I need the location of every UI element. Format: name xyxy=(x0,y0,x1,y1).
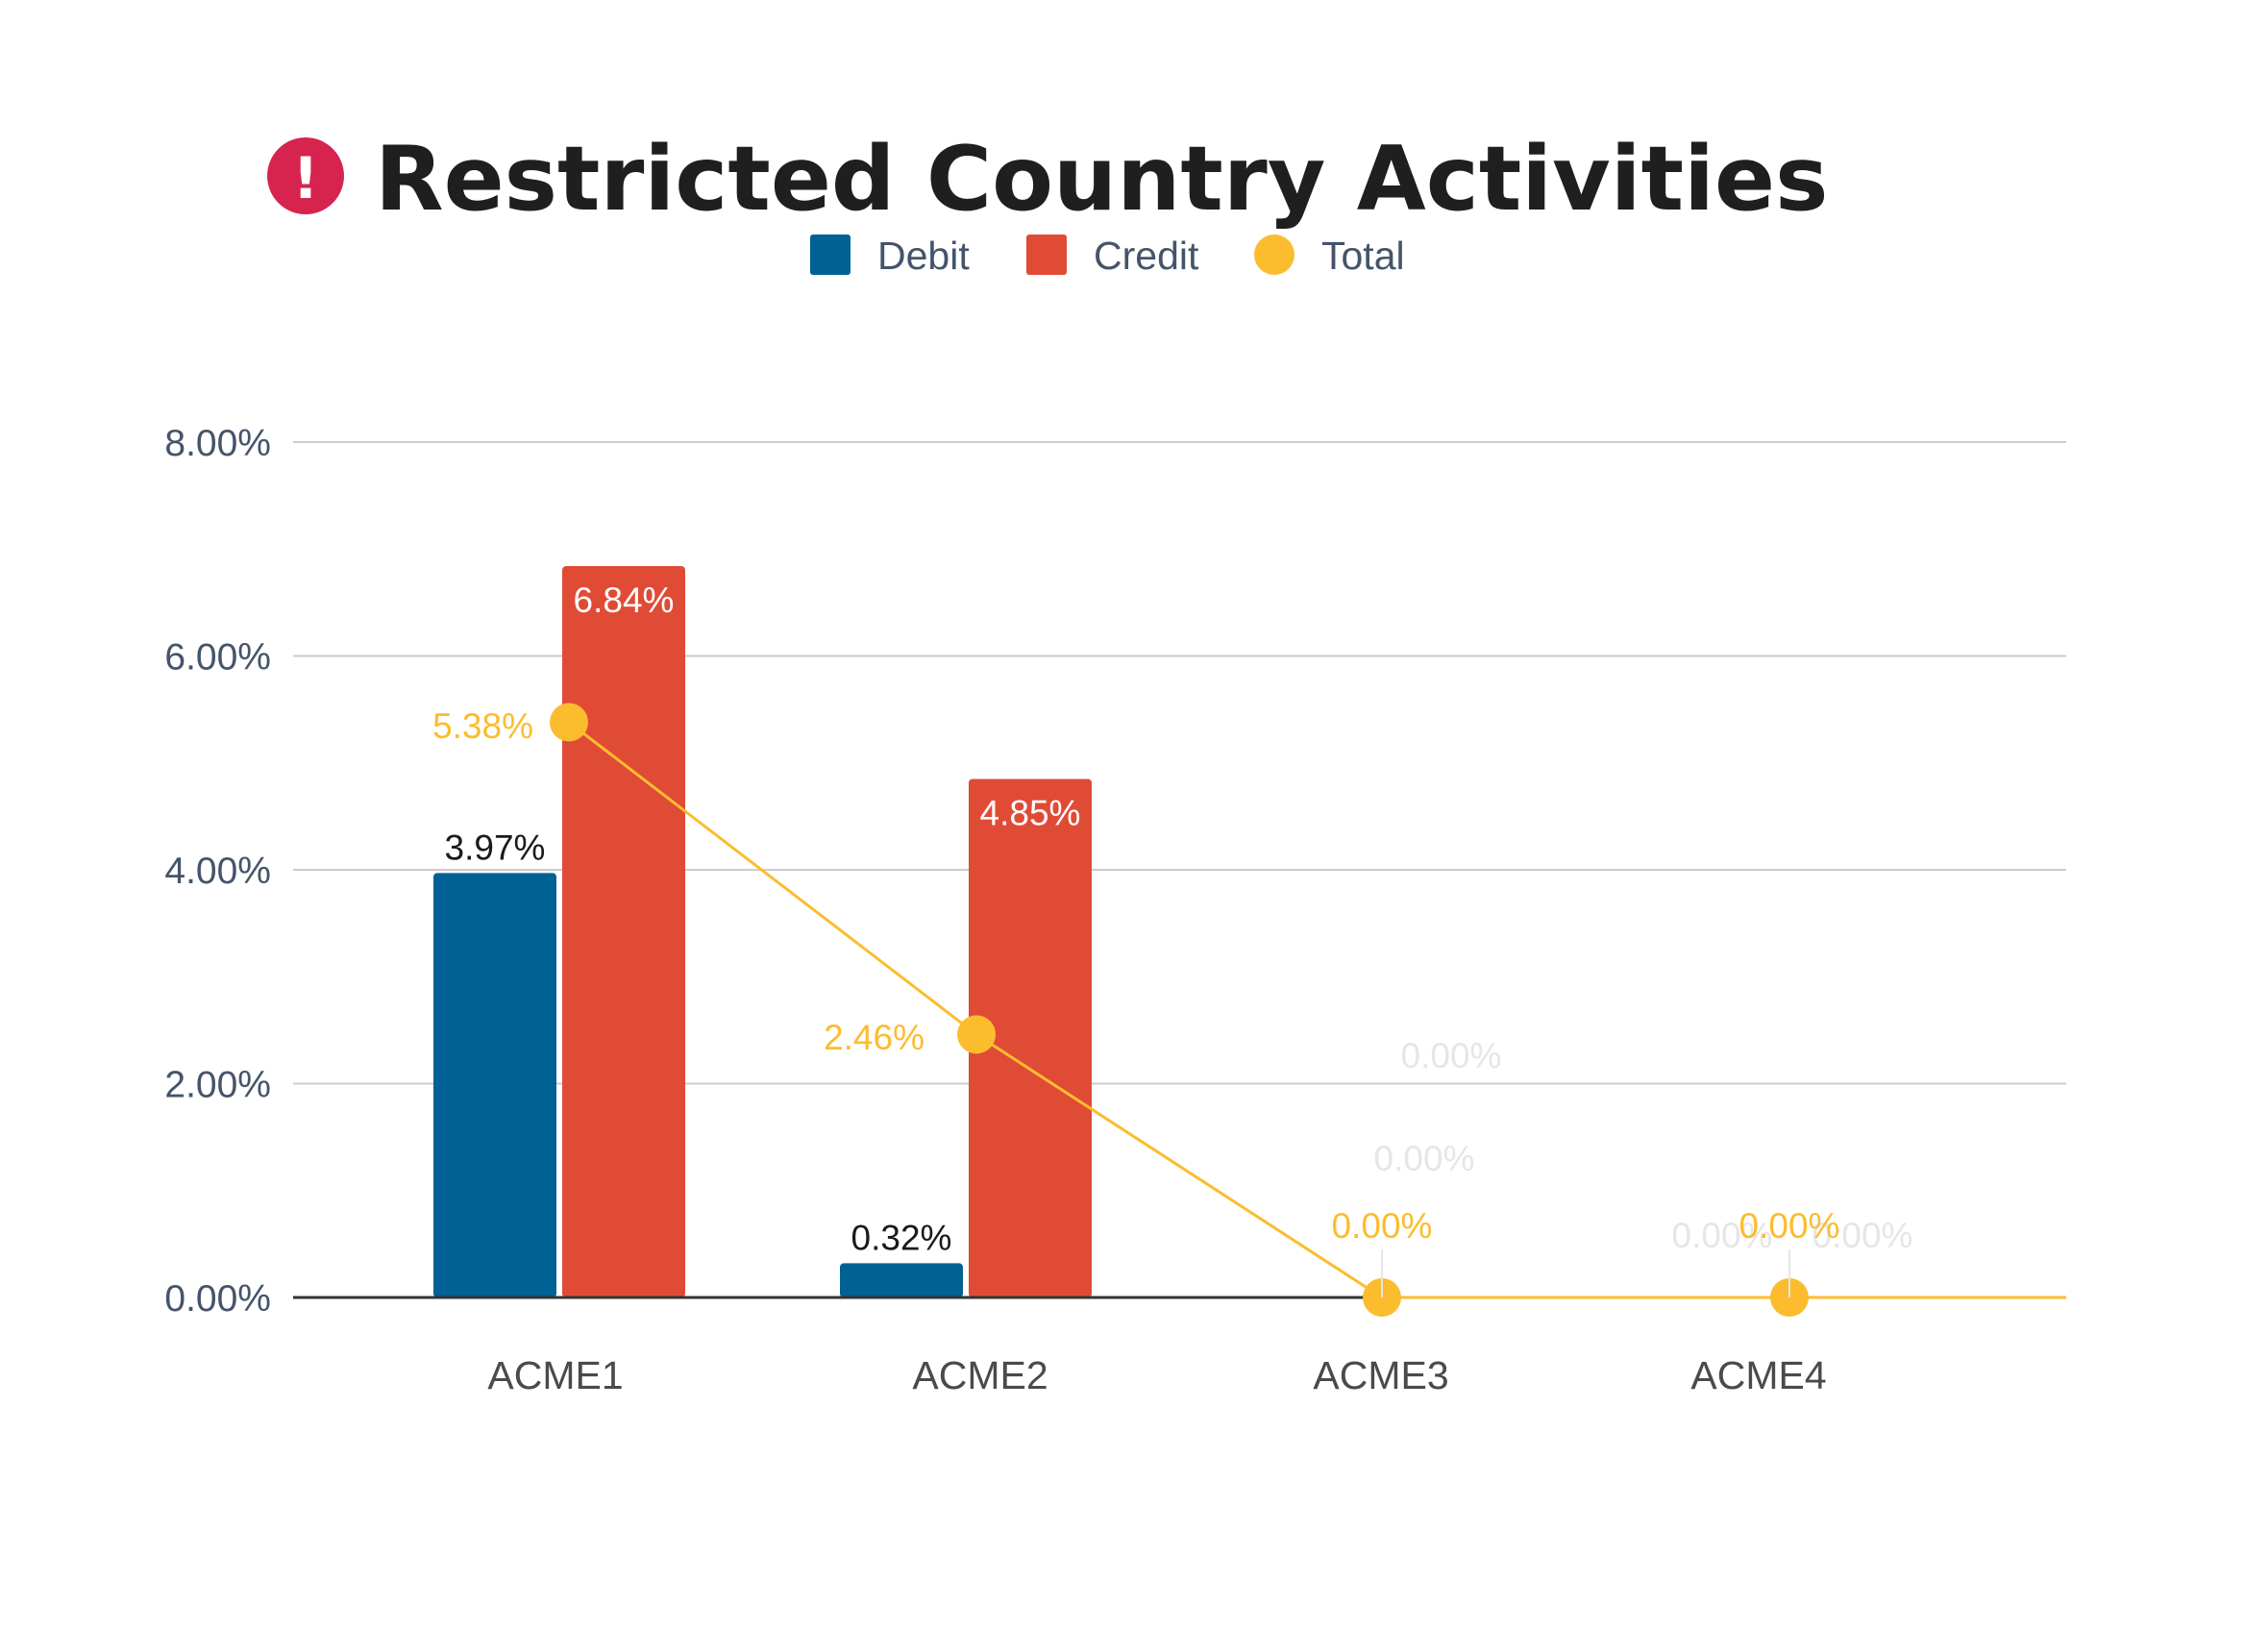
y-tick-label: 0.00% xyxy=(164,1278,271,1320)
legend: Debit Credit Total xyxy=(810,234,1405,278)
bar-debit xyxy=(840,1263,963,1297)
exclamation-glyph: ! xyxy=(292,145,318,212)
legend-credit: Credit xyxy=(1026,234,1199,278)
bar-credit xyxy=(562,566,685,1297)
x-tick-label: ACME2 xyxy=(912,1353,1048,1397)
data-label-credit: 4.85% xyxy=(980,793,1081,832)
chart-title: Restricted Country Activities xyxy=(375,127,1828,231)
x-tick-label: ACME4 xyxy=(1690,1353,1826,1397)
data-label-credit: 6.84% xyxy=(574,580,675,620)
data-label-total: 2.46% xyxy=(824,1018,924,1057)
x-tick-label: ACME3 xyxy=(1313,1353,1448,1397)
y-axis: 0.00% 2.00% 4.00% 6.00% 8.00% xyxy=(164,423,271,1320)
x-tick-label: ACME1 xyxy=(487,1353,623,1397)
bars xyxy=(433,566,1092,1297)
exclamation-icon xyxy=(267,137,344,214)
data-label-credit: 0.00% xyxy=(1401,1036,1502,1075)
point-total xyxy=(550,703,588,742)
legend-label: Credit xyxy=(1094,234,1199,278)
data-label-total: 0.00% xyxy=(1739,1206,1840,1246)
x-axis: ACME1 ACME2 ACME3 ACME4 xyxy=(487,1353,1826,1397)
y-tick-label: 2.00% xyxy=(164,1065,271,1106)
data-label-debit: 3.97% xyxy=(445,827,546,867)
y-tick-label: 4.00% xyxy=(164,851,271,892)
y-tick-label: 6.00% xyxy=(164,637,271,679)
bar-debit xyxy=(433,873,556,1297)
series-line-total xyxy=(568,721,2066,1299)
gridlines xyxy=(293,441,2066,1085)
data-label-debit: 0.32% xyxy=(851,1218,952,1257)
legend-total: Total xyxy=(1254,234,1405,278)
data-label-debit: 0.00% xyxy=(1672,1216,1773,1255)
bar-credit xyxy=(969,778,1092,1297)
data-label-total: 0.00% xyxy=(1332,1206,1433,1246)
data-label-total: 5.38% xyxy=(432,706,533,746)
data-labels: 3.97%6.84%0.32%4.85%0.00%0.00%0.00% 0.00%… xyxy=(432,580,1912,1297)
legend-swatch xyxy=(810,235,850,275)
chart-header: ! Restricted Country Activities xyxy=(267,127,1828,231)
legend-label: Total xyxy=(1321,234,1405,278)
point-total xyxy=(957,1015,996,1054)
legend-label: Debit xyxy=(877,234,970,278)
legend-debit: Debit xyxy=(810,234,970,278)
legend-swatch xyxy=(1254,235,1294,275)
y-tick-label: 8.00% xyxy=(164,423,271,464)
legend-swatch xyxy=(1026,235,1067,275)
data-label-debit: 0.00% xyxy=(1374,1139,1475,1178)
data-label-credit: 0.00% xyxy=(1812,1216,1913,1255)
